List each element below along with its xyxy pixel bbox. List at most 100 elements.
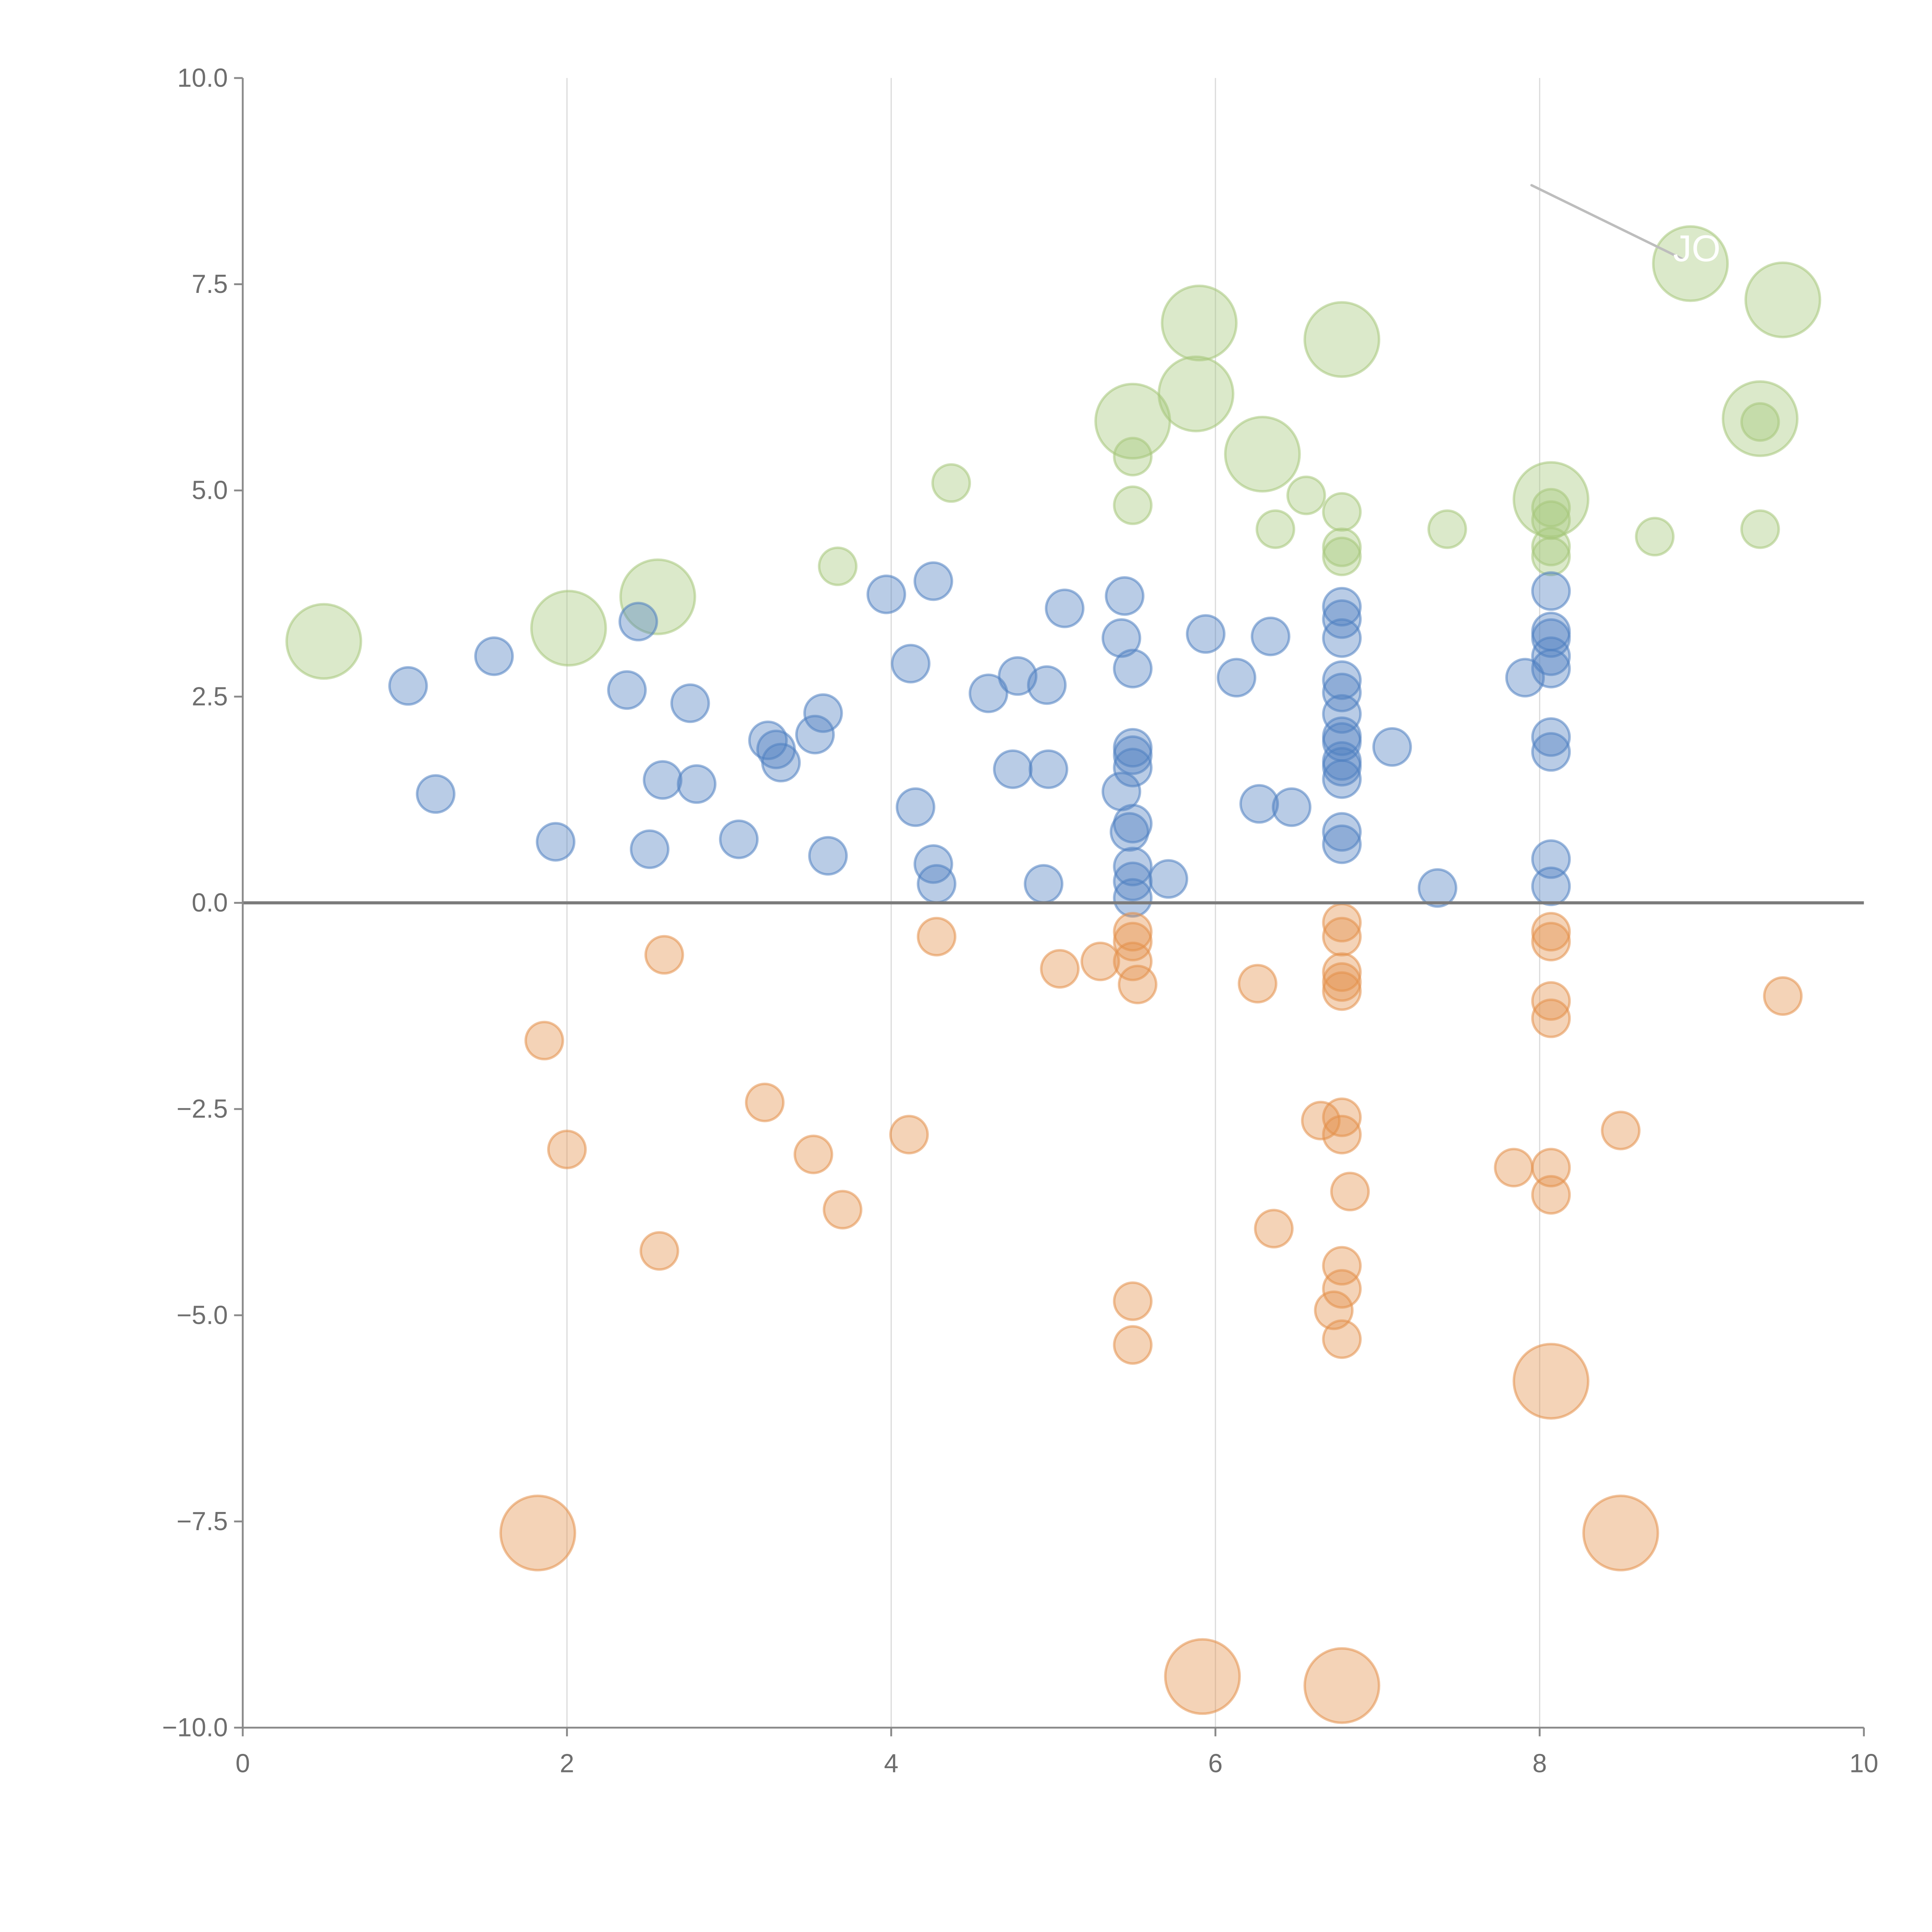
data-point-orange[interactable] [1322,1246,1362,1286]
data-point-orange[interactable] [1531,912,1571,952]
data-point-orange[interactable] [1322,962,1362,1002]
data-point-blue[interactable] [866,574,906,614]
data-point-blue[interactable] [1322,672,1362,713]
data-point-orange[interactable] [1512,1343,1590,1420]
data-point-orange[interactable] [1113,912,1153,952]
data-point-blue[interactable] [1148,859,1189,899]
data-point-green[interactable] [1652,225,1729,302]
data-point-blue[interactable] [1101,618,1141,658]
data-point-blue[interactable] [643,760,683,800]
data-point-green[interactable] [1113,485,1153,525]
data-point-blue[interactable] [1322,824,1362,864]
data-point-orange[interactable] [1117,964,1158,1005]
data-point-green[interactable] [1255,509,1296,549]
data-point-blue[interactable] [1113,878,1153,918]
data-point-orange[interactable] [1322,1115,1362,1155]
data-point-blue[interactable] [1113,748,1153,787]
data-point-blue[interactable] [1418,868,1458,908]
data-point-orange[interactable] [1601,1111,1641,1150]
data-point-blue[interactable] [1029,749,1068,789]
data-point-blue[interactable] [1322,812,1362,852]
data-point-blue[interactable] [1250,616,1291,656]
data-point-green[interactable] [1635,517,1675,557]
data-point-blue[interactable] [1322,660,1362,700]
data-point-orange[interactable] [1531,981,1571,1021]
data-point-orange[interactable] [1582,1495,1659,1571]
data-point-blue[interactable] [1113,649,1153,689]
data-point-blue[interactable] [1531,649,1571,689]
data-point-blue[interactable] [629,829,670,869]
data-point-orange[interactable] [644,935,684,975]
data-point-orange[interactable] [917,917,957,957]
data-point-green[interactable] [1744,261,1821,338]
data-point-orange[interactable] [745,1082,785,1122]
data-point-green[interactable] [285,603,362,680]
data-point-orange[interactable] [1322,917,1362,957]
data-point-blue[interactable] [1322,694,1362,734]
data-point-green[interactable] [1322,492,1362,532]
data-point-blue[interactable] [1272,787,1311,827]
data-point-blue[interactable] [1531,636,1571,676]
data-point-orange[interactable] [1113,1281,1153,1321]
data-point-blue[interactable] [913,844,953,884]
data-point-blue[interactable] [1531,839,1571,879]
data-point-blue[interactable] [968,673,1009,713]
data-point-orange[interactable] [1303,1647,1381,1724]
data-point-orange[interactable] [547,1129,587,1170]
data-point-blue[interactable] [795,714,835,755]
data-point-blue[interactable] [1531,717,1571,757]
data-point-blue[interactable] [719,819,759,859]
data-point-blue[interactable] [1045,588,1085,628]
data-point-blue[interactable] [1113,847,1153,886]
data-point-blue[interactable] [803,693,843,733]
data-point-orange[interactable] [1322,1097,1362,1137]
data-point-green[interactable] [1531,488,1571,528]
data-point-blue[interactable] [677,764,717,804]
data-point-green[interactable] [619,558,696,635]
data-point-orange[interactable] [1113,1325,1153,1365]
data-point-green[interactable] [1721,380,1799,457]
data-point-orange[interactable] [793,1134,833,1174]
data-point-orange[interactable] [823,1190,862,1230]
data-point-blue[interactable] [993,749,1033,789]
data-point-blue[interactable] [618,602,658,641]
data-point-green[interactable] [1286,475,1326,515]
data-point-blue[interactable] [1216,658,1257,698]
data-point-blue[interactable] [808,836,848,876]
data-point-orange[interactable] [1254,1209,1294,1248]
data-point-orange[interactable] [1080,941,1120,981]
data-point-orange[interactable] [1330,1172,1370,1211]
data-point-orange[interactable] [1301,1100,1341,1141]
data-point-blue[interactable] [1531,866,1571,906]
data-point-blue[interactable] [607,670,647,710]
data-point-green[interactable] [1740,509,1780,549]
data-point-blue[interactable] [891,644,931,684]
data-point-blue[interactable] [1239,784,1279,824]
data-point-blue[interactable] [474,636,514,676]
data-point-green[interactable] [1740,402,1780,442]
data-point-blue[interactable] [1024,864,1064,904]
data-point-orange[interactable] [1531,998,1571,1038]
data-point-blue[interactable] [1322,587,1362,627]
data-point-blue[interactable] [1113,861,1153,901]
data-point-green[interactable] [818,546,858,586]
data-point-blue[interactable] [917,864,957,904]
data-point-blue[interactable] [896,787,935,827]
data-point-green[interactable] [1322,536,1362,577]
data-point-orange[interactable] [1322,1319,1362,1359]
data-point-blue[interactable] [670,683,710,723]
data-point-blue[interactable] [1372,727,1412,767]
data-point-blue[interactable] [913,561,953,601]
data-point-green[interactable] [1161,284,1238,362]
data-point-orange[interactable] [1238,964,1277,1004]
data-point-blue[interactable] [1113,804,1153,844]
data-point-blue[interactable] [1322,618,1362,658]
data-point-orange[interactable] [1164,1638,1241,1715]
data-point-blue[interactable] [1027,665,1067,705]
data-point-orange[interactable] [639,1231,679,1271]
data-point-green[interactable] [1427,509,1467,549]
data-point-green[interactable] [1322,527,1362,567]
data-point-blue[interactable] [1105,576,1145,616]
data-point-green[interactable] [1113,437,1153,476]
data-point-orange[interactable] [524,1020,564,1061]
